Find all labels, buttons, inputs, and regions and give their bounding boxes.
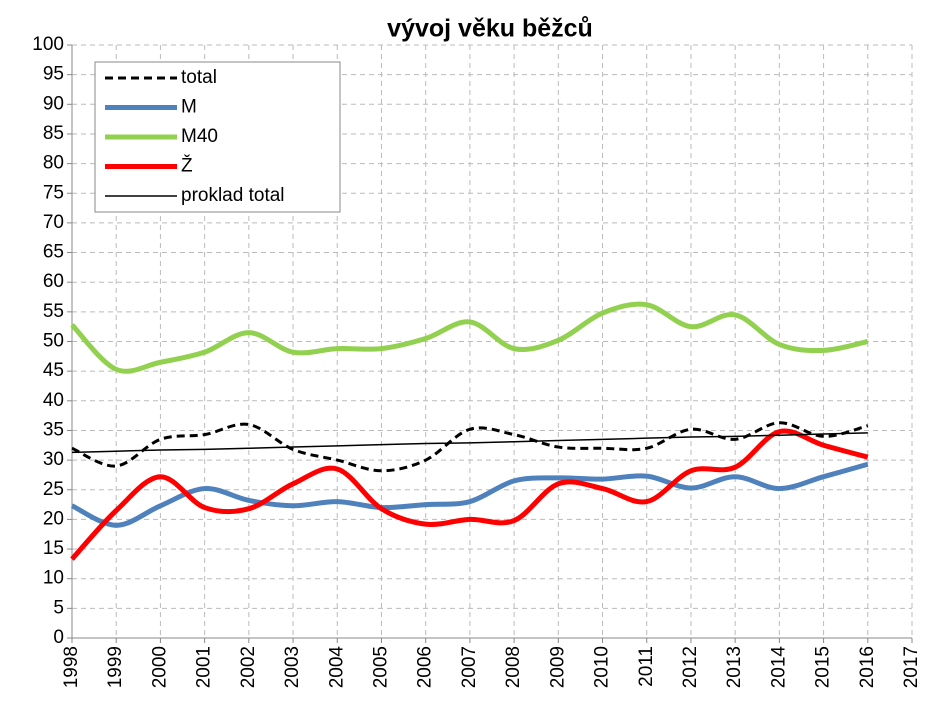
y-tick-label: 65 [43, 242, 64, 263]
series-line [70, 301, 869, 374]
y-tick-label: 50 [43, 331, 64, 352]
x-tick-label: 2015 [813, 646, 834, 688]
y-tick-label: 45 [43, 360, 64, 381]
legend-label: M40 [181, 126, 218, 147]
x-tick-label: 2010 [592, 646, 613, 688]
y-tick-label: 60 [43, 271, 64, 292]
x-tick-label: 2002 [238, 646, 259, 688]
legend-label: Ž [181, 155, 193, 177]
y-tick-label: 55 [43, 301, 64, 322]
x-tick-label: 2000 [149, 646, 170, 688]
y-tick-label: 100 [32, 34, 64, 55]
x-tick-label: 2016 [857, 646, 878, 688]
y-tick-label: 95 [43, 64, 64, 85]
y-tick-label: 20 [43, 508, 64, 529]
x-tick-label: 2007 [459, 646, 480, 688]
y-tick-label: 35 [43, 419, 64, 440]
x-tick-label: 2001 [194, 646, 215, 688]
y-tick-label: 75 [43, 182, 64, 203]
chart-title: vývoj věku běžců [387, 15, 593, 43]
y-tick-label: 10 [43, 568, 64, 589]
x-tick-label: 2014 [768, 646, 789, 689]
x-tick-label: 2006 [415, 646, 436, 688]
x-tick-label: 2008 [503, 646, 524, 688]
x-tick-label: 2013 [724, 646, 745, 688]
series-line [70, 461, 869, 528]
series-line [71, 432, 868, 454]
y-tick-label: 0 [53, 627, 64, 648]
series-line [71, 421, 869, 473]
legend-label: proklad total [181, 185, 285, 206]
series-line [70, 428, 869, 561]
y-tick-label: 15 [43, 538, 64, 559]
x-tick-label: 2012 [680, 646, 701, 688]
y-tick-label: 40 [43, 390, 64, 411]
x-tick-label: 2011 [636, 646, 657, 687]
x-tick-label: 2017 [901, 646, 922, 688]
y-tick-label: 85 [43, 123, 64, 144]
x-tick-label: 2003 [282, 646, 303, 688]
y-tick-label: 90 [43, 93, 64, 114]
y-tick-label: 30 [43, 449, 64, 470]
legend-label: total [181, 67, 217, 88]
y-tick-label: 25 [43, 479, 64, 500]
x-tick-label: 2009 [547, 646, 568, 688]
y-tick-label: 80 [43, 153, 64, 174]
y-tick-label: 70 [43, 212, 64, 233]
x-tick-label: 2005 [370, 646, 391, 688]
x-tick-label: 1999 [105, 646, 126, 688]
x-tick-label: 1998 [61, 646, 82, 688]
y-tick-label: 5 [53, 597, 64, 618]
x-tick-label: 2004 [326, 646, 347, 689]
legend-label: M [181, 97, 197, 118]
